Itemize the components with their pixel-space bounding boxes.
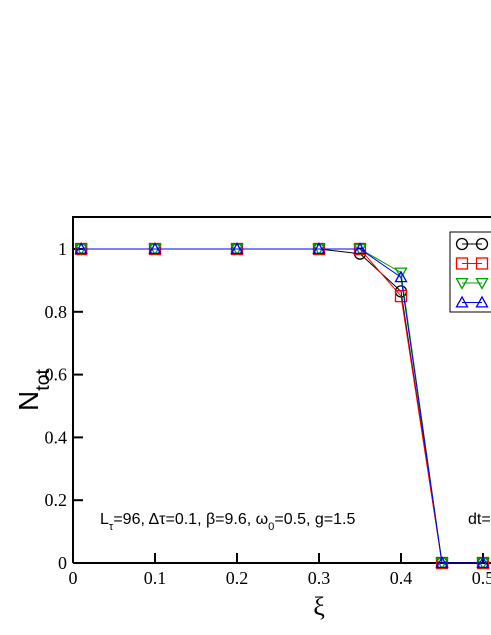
marker (312, 242, 326, 255)
frame (72, 216, 491, 564)
x-axis: 0 0.1 0.2 0.3 0.4 0.5 (69, 553, 491, 588)
x-tick-label: 0.1 (144, 568, 167, 588)
x-tick-label: 0 (69, 568, 78, 588)
text-part: L (100, 511, 109, 528)
y-tick-label: 0.2 (45, 490, 68, 510)
x-axis-label: ξ (313, 592, 325, 621)
x-tick-label: 0.4 (390, 568, 413, 588)
y-tick-label: 0.4 (45, 427, 68, 447)
x-tick-label: 0.3 (308, 568, 331, 588)
marker (353, 242, 367, 255)
text-part: τ (109, 521, 114, 533)
marker (148, 242, 162, 255)
marker (475, 277, 489, 290)
y-axis-label: Ntot (13, 368, 54, 411)
marker (435, 556, 449, 569)
y-tick-label: 0.8 (45, 302, 68, 322)
series-line (81, 248, 483, 564)
marker (476, 556, 490, 569)
marker (455, 277, 469, 290)
marker (455, 237, 469, 251)
annotation: dt= (468, 511, 491, 528)
y-tick-label: 0.6 (45, 365, 68, 385)
text-part: N (13, 391, 44, 411)
y-tick-label: 0 (58, 553, 67, 573)
y-tick-label: 1 (58, 239, 67, 259)
text-part: 0 (268, 521, 274, 533)
plot (74, 242, 490, 570)
text-part: =96, Δτ=0.1, β=9.6, ω (113, 511, 268, 528)
marker (475, 295, 489, 308)
marker (230, 242, 244, 255)
y-axis: 0 0.2 0.4 0.6 0.8 1 (45, 239, 83, 573)
text-part: =0.5, g=1.5 (274, 511, 355, 528)
marker (74, 242, 88, 255)
marker (394, 270, 408, 283)
marker (394, 289, 408, 303)
legend-entries (455, 237, 489, 308)
annotation: Lτ=96, Δτ=0.1, β=9.6, ω0=0.5, g=1.5 (100, 511, 355, 533)
marker (455, 295, 469, 308)
marker (475, 237, 489, 251)
marker (394, 267, 408, 280)
x-tick-label: 0.5 (472, 568, 491, 588)
text-part: dt= (468, 511, 491, 528)
marker (475, 257, 489, 270)
text-part: tot (32, 368, 54, 390)
marker (455, 257, 469, 270)
x-tick-label: 0.2 (226, 568, 249, 588)
